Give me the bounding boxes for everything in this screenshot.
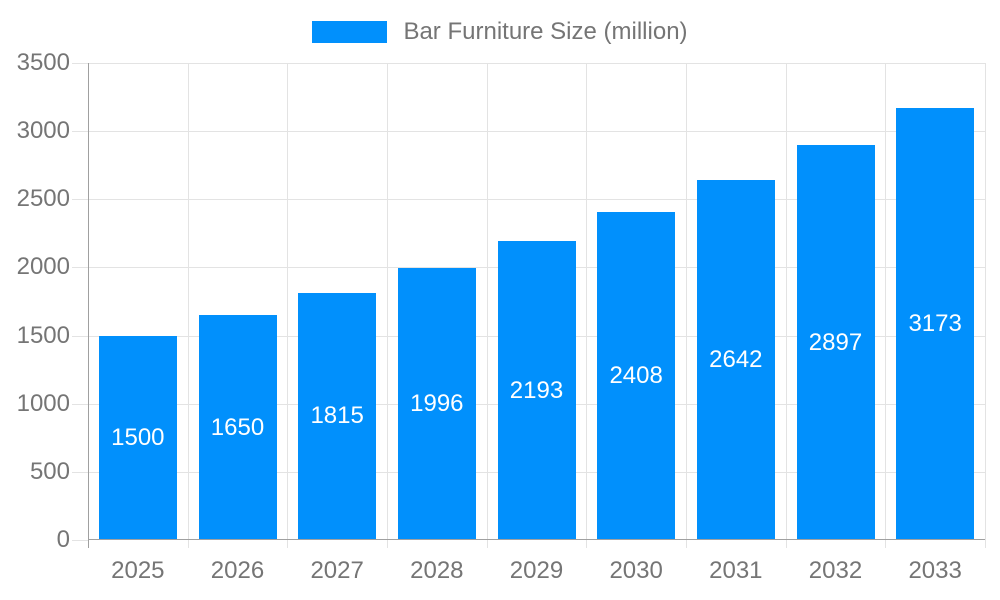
x-tick-label: 2030 xyxy=(609,557,663,584)
bar xyxy=(298,292,377,540)
bar-value-label: 1650 xyxy=(210,413,265,441)
bar-value-label: 1815 xyxy=(310,402,364,430)
bar xyxy=(696,179,775,540)
y-gridline xyxy=(88,131,985,133)
y-tick-label: 1500 xyxy=(16,321,70,349)
y-gridline xyxy=(88,63,985,64)
x-gridline xyxy=(686,63,687,540)
x-tick xyxy=(785,540,787,548)
x-gridline xyxy=(785,63,787,540)
y-tick xyxy=(72,131,88,133)
legend-label: Bar Furniture Size (million) xyxy=(403,18,688,45)
x-tick xyxy=(287,540,289,548)
x-gridline xyxy=(287,63,289,540)
y-tick-label: 2500 xyxy=(16,185,70,213)
y-tick-label: 1000 xyxy=(16,389,70,417)
bar-value-label: 2642 xyxy=(709,345,763,373)
bar xyxy=(198,315,277,540)
legend[interactable]: Bar Furniture Size (million) xyxy=(0,16,1000,48)
bar-value-label: 2408 xyxy=(609,361,663,389)
x-gridline xyxy=(586,63,588,540)
x-axis-line xyxy=(88,539,985,540)
x-tick-label: 2032 xyxy=(808,557,863,584)
y-tick xyxy=(72,540,88,541)
x-tick xyxy=(486,540,488,548)
x-tick-label: 2033 xyxy=(908,557,962,584)
x-gridline xyxy=(387,63,388,540)
bar xyxy=(796,145,875,540)
legend-swatch xyxy=(312,21,388,43)
y-tick-label: 500 xyxy=(29,457,70,485)
x-tick-label: 2028 xyxy=(410,557,464,584)
y-tick xyxy=(72,471,88,473)
y-tick-label: 3500 xyxy=(16,49,70,76)
bar xyxy=(98,335,177,540)
y-tick xyxy=(72,335,88,337)
y-gridline xyxy=(88,199,985,201)
bar-value-label: 3173 xyxy=(908,309,962,337)
x-tick-label: 2027 xyxy=(310,557,364,584)
x-gridline xyxy=(885,63,887,540)
y-tick xyxy=(72,267,88,269)
bar-value-label: 1996 xyxy=(410,389,464,417)
x-tick-label: 2026 xyxy=(210,557,265,584)
x-gridline xyxy=(985,63,986,540)
y-axis-line xyxy=(88,63,89,548)
y-tick xyxy=(72,199,88,201)
x-gridline xyxy=(187,63,189,540)
x-tick xyxy=(885,540,887,548)
x-tick-label: 2029 xyxy=(509,557,564,584)
bar xyxy=(397,267,476,540)
x-tick xyxy=(586,540,588,548)
bar xyxy=(896,107,975,540)
y-tick xyxy=(72,403,88,405)
x-tick xyxy=(985,540,986,548)
y-tick xyxy=(72,63,88,64)
x-tick xyxy=(387,540,388,548)
bar xyxy=(597,211,676,540)
y-tick-label: 0 xyxy=(56,526,70,553)
bar-value-label: 2897 xyxy=(808,328,863,356)
x-tick-label: 2031 xyxy=(709,557,763,584)
x-tick-label: 2025 xyxy=(111,557,165,584)
x-tick xyxy=(187,540,189,548)
plot-area: 0 500 1000 1500 2000 2500 3000 3500 1500 2025 1650… xyxy=(17,49,986,584)
bar-value-label: 1500 xyxy=(111,423,165,451)
x-tick xyxy=(686,540,687,548)
bar xyxy=(497,241,576,540)
bar-value-label: 2193 xyxy=(509,376,564,404)
y-tick-label: 3000 xyxy=(16,117,70,145)
x-gridline xyxy=(486,63,488,540)
y-tick-label: 2000 xyxy=(16,253,70,281)
